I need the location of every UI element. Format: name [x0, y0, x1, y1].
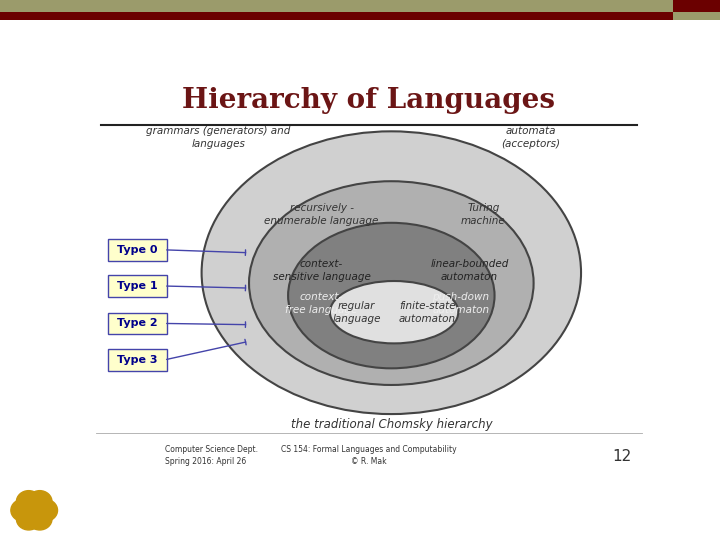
Ellipse shape — [202, 131, 581, 414]
Circle shape — [11, 500, 35, 521]
Text: Computer Science Dept.: Computer Science Dept. — [166, 446, 258, 454]
FancyBboxPatch shape — [108, 349, 167, 371]
Text: linear-bounded
automaton: linear-bounded automaton — [431, 259, 508, 282]
Text: Type 2: Type 2 — [117, 319, 158, 328]
Text: Hierarchy of Languages: Hierarchy of Languages — [182, 86, 556, 113]
FancyBboxPatch shape — [108, 239, 167, 261]
Text: 12: 12 — [612, 449, 631, 464]
Ellipse shape — [249, 181, 534, 385]
Text: Spring 2016: April 26: Spring 2016: April 26 — [166, 457, 246, 466]
Text: recursively -
enumerable language: recursively - enumerable language — [264, 203, 379, 226]
Ellipse shape — [288, 223, 495, 368]
Text: finite-state
automaton: finite-state automaton — [399, 301, 456, 323]
Text: Type 0: Type 0 — [117, 245, 158, 255]
Text: regular
language: regular language — [333, 301, 381, 323]
FancyBboxPatch shape — [108, 313, 167, 334]
Circle shape — [17, 491, 41, 513]
Text: CS 154: Formal Languages and Computability: CS 154: Formal Languages and Computabili… — [282, 446, 456, 454]
Text: push-down
automaton: push-down automaton — [433, 293, 490, 315]
Text: © R. Mak: © R. Mak — [351, 457, 387, 466]
Circle shape — [33, 500, 58, 521]
Text: grammars (generators) and
languages: grammars (generators) and languages — [146, 126, 291, 149]
Text: Turing
machine: Turing machine — [461, 203, 505, 226]
Text: the traditional Chomsky hierarchy: the traditional Chomsky hierarchy — [290, 418, 492, 431]
Text: context-
free language: context- free language — [285, 293, 358, 315]
Text: Type 3: Type 3 — [117, 355, 158, 365]
Text: Type 1: Type 1 — [117, 281, 158, 291]
Text: automata
(acceptors): automata (acceptors) — [501, 126, 560, 149]
Circle shape — [27, 491, 52, 513]
Text: context-
sensitive language: context- sensitive language — [273, 259, 371, 282]
Circle shape — [17, 508, 41, 530]
Circle shape — [23, 501, 45, 520]
Circle shape — [27, 508, 52, 530]
Ellipse shape — [330, 281, 459, 343]
FancyBboxPatch shape — [108, 275, 167, 297]
